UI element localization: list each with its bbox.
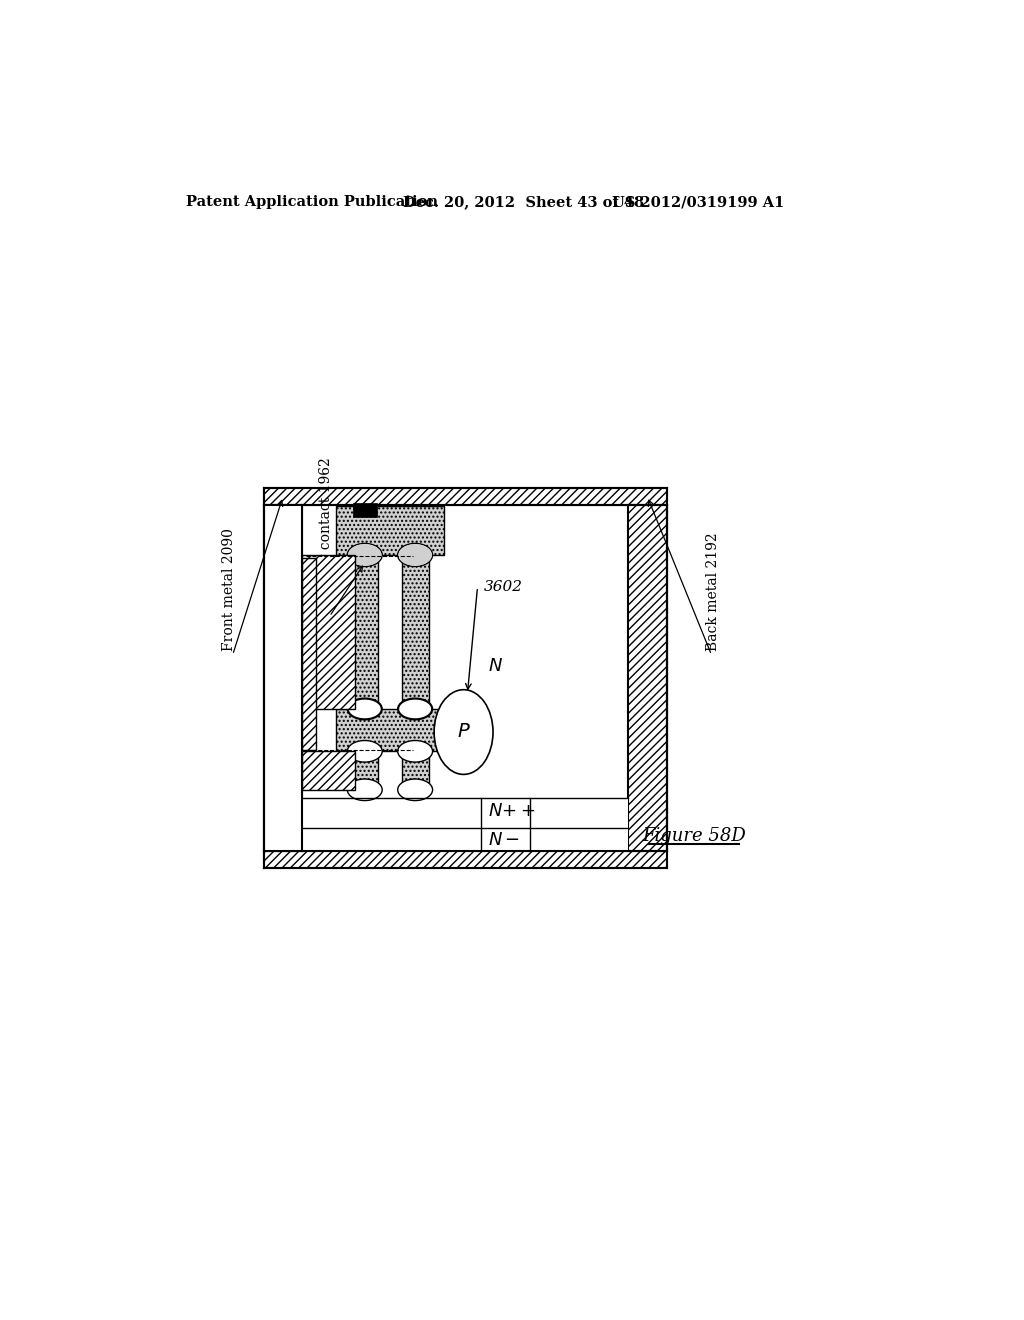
Ellipse shape (434, 689, 493, 775)
Bar (302, 829, 628, 851)
Bar (351, 554, 378, 709)
Ellipse shape (397, 544, 432, 566)
Text: $P$: $P$ (457, 723, 470, 741)
Text: Dec. 20, 2012  Sheet 43 of 48: Dec. 20, 2012 Sheet 43 of 48 (403, 195, 644, 210)
Bar (263, 851, 667, 869)
Bar (628, 506, 667, 851)
Bar (302, 797, 628, 829)
Ellipse shape (398, 700, 432, 719)
Ellipse shape (397, 741, 432, 762)
Ellipse shape (397, 698, 432, 719)
Text: P+ body contact 1962: P+ body contact 1962 (318, 457, 333, 612)
Ellipse shape (397, 779, 432, 800)
Text: Back metal 2192: Back metal 2192 (707, 532, 720, 651)
Ellipse shape (348, 544, 381, 566)
Bar (263, 506, 302, 851)
Bar (263, 506, 302, 851)
Bar (401, 751, 429, 789)
Ellipse shape (347, 544, 382, 566)
Bar (351, 751, 378, 789)
Bar (336, 709, 444, 751)
Text: $N$: $N$ (487, 657, 503, 675)
Text: Front metal 2090: Front metal 2090 (222, 528, 236, 651)
Bar (263, 488, 667, 506)
Bar (302, 751, 355, 789)
Ellipse shape (398, 544, 432, 566)
Bar (352, 503, 377, 517)
Bar (302, 554, 355, 709)
Text: US 2012/0319199 A1: US 2012/0319199 A1 (612, 195, 784, 210)
Ellipse shape (347, 741, 382, 762)
Ellipse shape (347, 698, 382, 719)
Text: Patent Application Publication: Patent Application Publication (186, 195, 438, 210)
Text: $N-$: $N-$ (487, 830, 520, 849)
Bar (302, 506, 628, 851)
Bar (401, 554, 429, 709)
Ellipse shape (347, 779, 382, 800)
Text: Figure 58D: Figure 58D (642, 828, 745, 845)
Bar (336, 507, 444, 554)
Text: 3602: 3602 (483, 579, 522, 594)
Text: $N{++}$: $N{++}$ (487, 803, 535, 820)
Ellipse shape (348, 700, 381, 719)
Bar (302, 558, 316, 750)
